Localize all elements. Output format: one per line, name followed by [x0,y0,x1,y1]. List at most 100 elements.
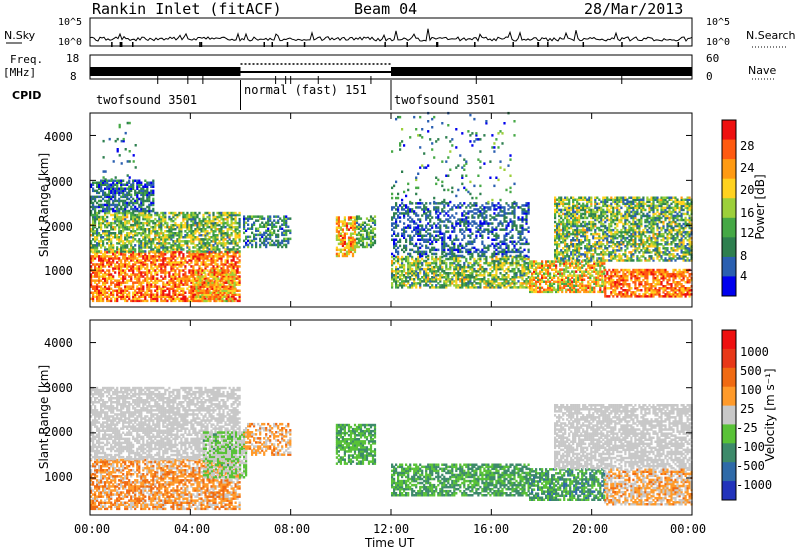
heatmap-cell [96,196,98,199]
heatmap-cell [116,224,118,227]
heatmap-cell [489,262,491,265]
heatmap-cell [106,230,108,233]
heatmap-cell [465,282,467,285]
heatmap-cell [409,224,411,227]
heatmap-cell [116,255,118,258]
heatmap-cell [120,288,122,291]
heatmap-cell [100,222,102,225]
heatmap-cell [100,204,102,207]
heatmap-cell [208,212,210,215]
heatmap-cell [451,262,453,265]
heatmap-cell [427,272,429,275]
heatmap-cell [102,204,104,207]
heatmap-cell [132,202,134,205]
heatmap-cell [182,212,184,215]
heatmap-cell [226,281,228,284]
heatmap-cell [104,218,106,221]
heatmap-cell [233,218,235,221]
heatmap-cell [449,208,451,211]
heatmap-cell [344,216,346,219]
heatmap-cell [405,276,407,279]
heatmap-cell [259,238,261,241]
heatmap-cell [112,226,114,229]
heatmap-cell [100,200,102,203]
heatmap-cell [431,224,433,227]
heatmap-cell [401,233,403,236]
heatmap-cell [186,288,188,291]
heatmap-cell [174,212,176,215]
heatmap-cell [364,238,366,241]
heatmap-cell [503,270,505,273]
heatmap-cell [437,258,439,261]
heatmap-cell [342,228,344,231]
heatmap-cell [118,296,120,299]
heatmap-cell [419,278,421,281]
heatmap-cell [415,243,417,246]
heatmap-cell [447,245,449,248]
heatmap-cell [198,212,200,215]
heatmap-cell [259,244,261,247]
heatmap-cell [182,224,184,227]
heatmap-cell [164,212,166,215]
heatmap-cell [419,206,421,209]
heatmap-cell [214,216,216,219]
heatmap-cell [122,253,124,256]
heatmap-cell [275,226,277,229]
heatmap-cell [186,261,188,264]
heatmap-cell [415,222,417,225]
heatmap-cell [164,257,166,260]
heatmap-cell [265,230,267,233]
heatmap-cell [453,266,455,269]
heatmap-cell [134,238,136,241]
heatmap-cell [445,230,447,233]
heatmap-cell [419,251,421,254]
heatmap-cell [415,251,417,254]
heatmap-cell [100,234,102,237]
heatmap-cell [257,215,259,218]
heatmap-cell [499,278,501,281]
heatmap-cell [103,156,105,159]
heatmap-cell [156,271,158,274]
heatmap-cell [136,285,138,288]
heatmap-cell [441,274,443,277]
heatmap-cell [170,218,172,221]
heatmap-cell [98,210,100,213]
heatmap-cell [431,253,433,256]
heatmap-cell [233,263,235,266]
heatmap-cell [133,154,135,157]
heatmap-cell [128,285,130,288]
heatmap-cell [180,240,182,243]
heatmap-cell [188,224,190,227]
heatmap-cell [116,279,118,282]
heatmap-cell [277,215,279,218]
heatmap-cell [437,282,439,285]
heatmap-cell [517,286,519,289]
heatmap-cell [180,257,182,260]
heatmap-cell [507,266,509,269]
heatmap-cell [156,285,158,288]
heatmap-cell [126,232,128,235]
heatmap-cell [129,150,131,153]
heatmap-cell [397,280,399,283]
heatmap-cell [281,224,283,227]
heatmap-cell [239,250,241,253]
heatmap-cell [104,265,106,268]
heatmap-cell [118,257,120,260]
heatmap-cell [92,244,94,247]
heatmap-cell [190,285,192,288]
heatmap-cell [435,202,437,205]
heatmap-cell [144,200,146,203]
heatmap-cell [134,190,136,193]
heatmap-cell [140,281,142,284]
heatmap-cell [184,292,186,295]
heatmap-cell [413,245,415,248]
heatmap-cell [110,255,112,258]
heatmap-cell [425,239,427,242]
heatmap-cell [146,182,148,185]
heatmap-cell [419,202,421,205]
heatmap-cell [114,184,116,187]
heatmap-cell [417,272,419,275]
heatmap-cell [138,296,140,299]
heatmap-cell [174,251,176,254]
heatmap-cell [142,300,144,303]
